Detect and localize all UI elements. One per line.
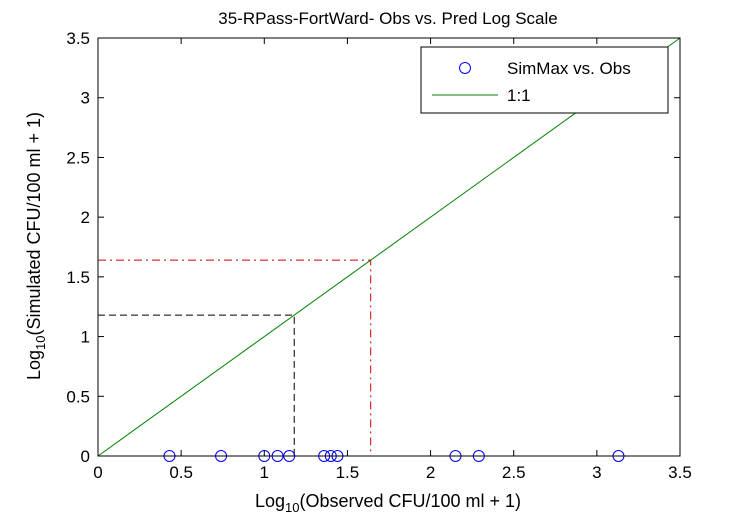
x-axis-label-sub: 10: [285, 500, 299, 515]
axes: [97, 37, 681, 457]
y-tick-label-1: 0.5: [66, 387, 90, 406]
x-tick-label-1: 0.5: [169, 463, 193, 482]
x-tick-label-4: 2: [426, 463, 435, 482]
y-tick-label-2: 1: [81, 328, 90, 347]
y-tick-label-3: 1.5: [66, 268, 90, 287]
x-axis-label-prefix: Log: [255, 491, 285, 511]
x-tick-label-2: 1: [260, 463, 269, 482]
legend-label-one-to-one: 1:1: [507, 86, 531, 105]
y-tick-label-6: 3: [81, 89, 90, 108]
x-tick-label-7: 3.5: [668, 463, 692, 482]
y-tick-label-0: 0: [81, 447, 90, 466]
legend-label-simmax: SimMax vs. Obs: [507, 59, 631, 78]
x-tick-label-6: 3: [592, 463, 601, 482]
y-axis-label-prefix: Log: [24, 350, 44, 380]
reference-line-0: [98, 314, 295, 456]
y-axis-label-rest: (Simulated CFU/100 ml + 1): [24, 112, 44, 336]
x-tick-label-5: 2.5: [502, 463, 526, 482]
ticks: 0 0.5 1 1.5 2 2.5 3 3.5 0 0.5 1 1.5 2 2.5 3 3.5: [66, 29, 691, 482]
chart-title: 35-RPass-FortWard- Obs vs. Pred Log Scal…: [218, 9, 558, 28]
legend-box: [420, 46, 669, 114]
y-axis-label-sub: 10: [33, 336, 48, 350]
y-axis-label: Log10(Simulated CFU/100 ml + 1): [24, 112, 48, 380]
x-axis-label-rest: (Observed CFU/100 ml + 1): [299, 491, 521, 511]
x-axis-label: Log10(Observed CFU/100 ml + 1): [255, 491, 521, 515]
axes-frame: [97, 37, 681, 457]
legend: SimMax vs. Obs 1:1: [420, 46, 669, 114]
y-tick-label-5: 2.5: [66, 148, 90, 167]
x-tick-label-0: 0: [93, 463, 102, 482]
legend-marker-circle: [459, 62, 471, 74]
x-tick-label-3: 1.5: [336, 463, 360, 482]
y-tick-label-4: 2: [81, 208, 90, 227]
y-tick-label-7: 3.5: [66, 29, 90, 48]
